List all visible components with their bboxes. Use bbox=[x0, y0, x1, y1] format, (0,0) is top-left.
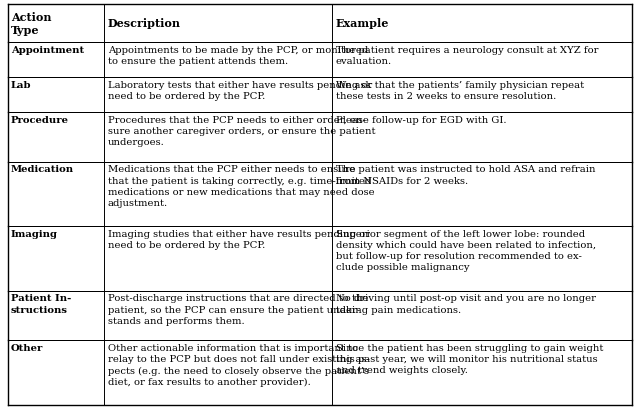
Text: Medications that the PCP either needs to ensure
that the patient is taking corre: Medications that the PCP either needs to… bbox=[108, 165, 374, 207]
Text: Superior segment of the left lower lobe: rounded
density which could have been r: Superior segment of the left lower lobe:… bbox=[336, 229, 596, 272]
Text: Lab: Lab bbox=[11, 81, 31, 90]
Text: No driving until post-op visit and you are no longer
taking pain medications.: No driving until post-op visit and you a… bbox=[336, 294, 596, 314]
Text: Appointment: Appointment bbox=[11, 45, 84, 54]
Text: Example: Example bbox=[336, 18, 389, 29]
Text: Patient In-
structions: Patient In- structions bbox=[11, 294, 71, 314]
Text: Procedures that the PCP needs to either order, en-
sure another caregiver orders: Procedures that the PCP needs to either … bbox=[108, 115, 375, 146]
Text: Since the patient has been struggling to gain weight
this past year, we will mon: Since the patient has been struggling to… bbox=[336, 344, 603, 375]
Text: Post-discharge instructions that are directed to the
patient, so the PCP can ens: Post-discharge instructions that are dir… bbox=[108, 294, 368, 325]
Text: Description: Description bbox=[108, 18, 180, 29]
Text: Other: Other bbox=[11, 344, 44, 352]
Text: Action
Type: Action Type bbox=[11, 12, 51, 36]
Text: Procedure: Procedure bbox=[11, 115, 69, 124]
Text: Please follow-up for EGD with GI.: Please follow-up for EGD with GI. bbox=[336, 115, 506, 124]
Text: Imaging: Imaging bbox=[11, 229, 58, 238]
Text: The patient requires a neurology consult at XYZ for
evaluation.: The patient requires a neurology consult… bbox=[336, 45, 598, 65]
Text: Laboratory tests that either have results pending or
need to be ordered by the P: Laboratory tests that either have result… bbox=[108, 81, 372, 101]
Text: We ask that the patients’ family physician repeat
these tests in 2 weeks to ensu: We ask that the patients’ family physici… bbox=[336, 81, 584, 101]
Text: Appointments to be made by the PCP, or monitored
to ensure the patient attends t: Appointments to be made by the PCP, or m… bbox=[108, 45, 368, 65]
Text: Imaging studies that either have results pending or
need to be ordered by the PC: Imaging studies that either have results… bbox=[108, 229, 370, 249]
Text: The patient was instructed to hold ASA and refrain
from NSAIDs for 2 weeks.: The patient was instructed to hold ASA a… bbox=[336, 165, 595, 185]
Text: Medication: Medication bbox=[11, 165, 74, 174]
Text: Other actionable information that is important to
relay to the PCP but does not : Other actionable information that is imp… bbox=[108, 344, 369, 386]
